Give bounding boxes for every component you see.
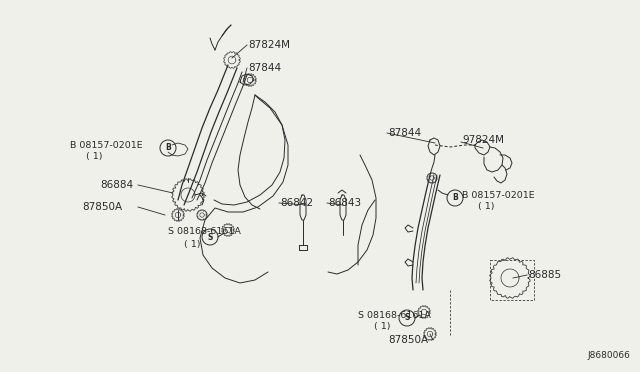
Text: 86843: 86843 xyxy=(328,198,361,208)
Text: B: B xyxy=(165,144,171,153)
Text: S 08168-6161A: S 08168-6161A xyxy=(168,228,241,237)
Text: 87824M: 87824M xyxy=(248,40,290,50)
Text: ( 1): ( 1) xyxy=(86,153,102,161)
Text: ( 1): ( 1) xyxy=(184,240,200,248)
Text: S: S xyxy=(207,232,212,241)
Text: 87850A: 87850A xyxy=(82,202,122,212)
Text: 86842: 86842 xyxy=(280,198,313,208)
Text: 87844: 87844 xyxy=(388,128,421,138)
Text: ( 1): ( 1) xyxy=(374,323,390,331)
Text: 87844: 87844 xyxy=(248,63,281,73)
Text: B: B xyxy=(452,193,458,202)
Text: 86884: 86884 xyxy=(100,180,133,190)
Text: S 08168-6161A: S 08168-6161A xyxy=(358,311,431,320)
Text: J8680066: J8680066 xyxy=(587,350,630,359)
Text: B 08157-0201E: B 08157-0201E xyxy=(462,190,534,199)
Text: ( 1): ( 1) xyxy=(478,202,495,212)
Text: S: S xyxy=(404,314,410,323)
Text: 86885: 86885 xyxy=(528,270,561,280)
Text: B 08157-0201E: B 08157-0201E xyxy=(70,141,143,150)
Text: 87850A: 87850A xyxy=(388,335,428,345)
Text: 97824M: 97824M xyxy=(462,135,504,145)
